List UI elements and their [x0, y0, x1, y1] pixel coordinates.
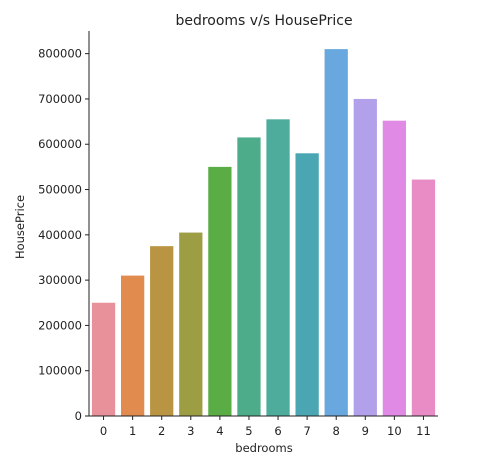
x-tick-label-8: 8 — [333, 424, 340, 438]
bar-0 — [91, 302, 116, 416]
x-tick-label-5: 5 — [245, 424, 252, 438]
bar-2 — [150, 246, 174, 416]
bar-6 — [266, 119, 290, 416]
bar-3 — [179, 232, 203, 416]
x-tick-label-0: 0 — [100, 424, 107, 438]
bar-9 — [353, 98, 377, 416]
x-axis-label: bedrooms — [235, 441, 292, 455]
bar-4 — [208, 166, 232, 416]
y-tick-label-200000: 200000 — [38, 318, 82, 332]
y-tick-label-700000: 700000 — [38, 92, 82, 106]
x-tick-label-6: 6 — [274, 424, 281, 438]
y-tick-label-400000: 400000 — [38, 228, 82, 242]
x-tick-label-4: 4 — [216, 424, 223, 438]
y-tick-label-100000: 100000 — [38, 364, 82, 378]
x-tick-label-3: 3 — [187, 424, 194, 438]
y-tick-label-800000: 800000 — [38, 47, 82, 61]
x-tick-label-7: 7 — [303, 424, 310, 438]
bar-7 — [295, 153, 319, 417]
x-tick-label-2: 2 — [158, 424, 165, 438]
y-tick-label-600000: 600000 — [38, 137, 82, 151]
bar-10 — [382, 120, 407, 417]
bar-8 — [324, 49, 348, 417]
y-axis-label: HousePrice — [13, 195, 27, 259]
y-axis-ticks: 0 100000 200000 300000 400000 500000 600000 700… — [38, 47, 89, 423]
bar-5 — [237, 137, 261, 416]
bar-1 — [120, 275, 145, 416]
bars — [91, 49, 436, 417]
x-tick-label-1: 1 — [129, 424, 136, 438]
y-tick-label-0: 0 — [75, 409, 82, 423]
x-tick-label-9: 9 — [362, 424, 369, 438]
x-tick-label-11: 11 — [416, 424, 431, 438]
chart-title: bedrooms v/s HousePrice — [175, 13, 352, 29]
x-tick-label-10: 10 — [387, 424, 402, 438]
bar-11 — [411, 179, 436, 416]
y-tick-label-300000: 300000 — [38, 273, 82, 287]
x-axis-ticks: 0 1 2 3 4 5 6 7 8 9 10 11 — [100, 416, 431, 438]
y-tick-label-500000: 500000 — [38, 183, 82, 197]
